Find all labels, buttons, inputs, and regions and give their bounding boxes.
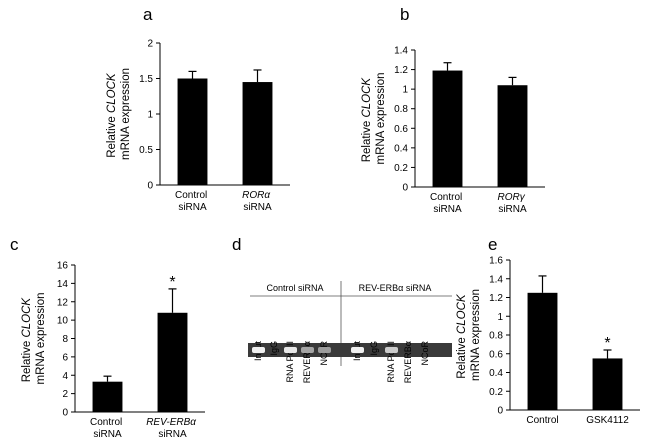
y-tick-label: 1.2	[489, 293, 503, 304]
y-tick-label: 0	[497, 406, 503, 417]
gel-band	[301, 347, 314, 353]
panel-label: d	[232, 235, 241, 254]
significance-mark: *	[604, 335, 610, 352]
panel-label: a	[143, 5, 153, 24]
y-tick-label: 0.5	[139, 145, 153, 156]
y-axis-label: Relative CLOCK mRNA expression	[106, 68, 132, 160]
y-tick-label: 16	[57, 261, 69, 272]
x-tick-label: REV-ERBα siRNA	[146, 417, 199, 438]
bar	[92, 381, 123, 412]
lane-label: NCoR	[420, 341, 430, 366]
bar	[497, 85, 528, 187]
bar	[432, 70, 463, 187]
significance-mark: *	[169, 274, 175, 291]
y-tick-label: 0.2	[394, 163, 408, 174]
y-tick-label: 4	[62, 371, 68, 382]
y-tick-label: 0.2	[489, 387, 503, 398]
x-tick-label: Control siRNA	[90, 417, 125, 438]
panel-label: e	[488, 235, 497, 254]
y-tick-label: 14	[57, 279, 69, 290]
y-tick-label: 0.6	[489, 349, 503, 360]
y-tick-label: 1	[497, 312, 503, 323]
bar	[527, 292, 558, 410]
x-tick-label: GSK4112	[586, 415, 629, 426]
x-tick-label: RORγ siRNA	[498, 192, 528, 215]
lane-label: REVERBα	[403, 341, 413, 383]
y-tick-label: 12	[57, 297, 69, 308]
y-tick-label: 0	[147, 181, 153, 192]
lane-label: RNA Pol II	[285, 341, 295, 383]
panel-label: c	[10, 235, 19, 254]
x-tick-label: RORα siRNA	[242, 190, 273, 213]
y-tick-label: 1.4	[489, 274, 503, 285]
lane-label: RNA Pol II	[386, 341, 396, 383]
gel-band	[252, 347, 265, 353]
y-tick-label: 1.6	[489, 256, 503, 267]
gel-band	[318, 347, 331, 353]
gel-strip	[248, 343, 452, 357]
group-label: Control siRNA	[266, 283, 323, 293]
y-tick-label: 6	[62, 352, 68, 363]
bar	[242, 82, 273, 185]
y-tick-label: 0.8	[394, 104, 408, 115]
y-tick-label: 0	[402, 183, 408, 194]
gel-band	[385, 347, 398, 353]
lane-label: IgG	[269, 341, 279, 356]
lane-label: IgG	[369, 341, 379, 356]
y-tick-label: 0.6	[394, 124, 408, 135]
y-tick-label: 0.8	[489, 331, 503, 342]
bar	[177, 78, 208, 185]
y-tick-label: 8	[62, 334, 68, 345]
y-axis-label: Relative CLOCK mRNA expression	[361, 72, 387, 164]
y-tick-label: 1.5	[139, 74, 153, 85]
bar	[157, 312, 188, 412]
bar	[592, 358, 623, 410]
lane-label: REVERBα	[302, 341, 312, 383]
y-tick-label: 1	[147, 110, 153, 121]
y-tick-label: 2	[147, 39, 153, 50]
x-tick-label: Control siRNA	[175, 190, 210, 213]
x-tick-label: Control siRNA	[430, 192, 465, 215]
gel-band	[284, 347, 297, 353]
y-tick-label: 2	[62, 389, 68, 400]
y-tick-label: 1	[402, 85, 408, 96]
y-axis-label: Relative CLOCK mRNA expression	[21, 292, 47, 384]
y-tick-label: 1.4	[394, 46, 408, 57]
y-tick-label: 0.4	[489, 368, 503, 379]
lane-label: NCoR	[319, 341, 329, 366]
y-tick-label: 1.2	[394, 65, 408, 76]
y-tick-label: 0.4	[394, 143, 408, 154]
x-tick-label: Control	[526, 415, 558, 426]
gel-band	[351, 347, 364, 353]
panel-label: b	[400, 5, 409, 24]
y-tick-label: 0	[62, 408, 68, 419]
group-label: REV-ERBα siRNA	[359, 283, 432, 293]
y-axis-label: Relative CLOCK mRNA expression	[456, 289, 482, 381]
y-tick-label: 10	[57, 316, 69, 327]
